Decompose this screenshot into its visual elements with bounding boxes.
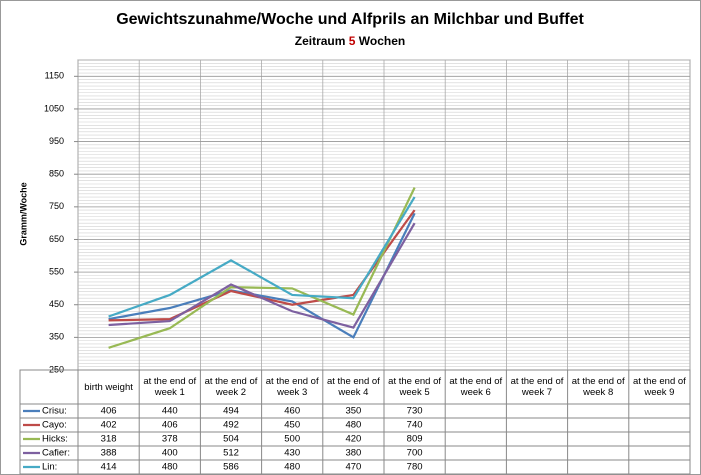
y-tick-label: 850 (49, 169, 64, 179)
x-tick-label: birth weight (84, 381, 133, 393)
series-line (108, 196, 416, 318)
table-value: 378 (162, 434, 178, 445)
table-value: 586 (223, 462, 239, 473)
table-value: 414 (101, 462, 117, 473)
table-value: 700 (407, 448, 423, 459)
table-value: 460 (284, 406, 300, 417)
x-tick-label: at the end of week 2 (204, 376, 258, 398)
y-tick-label: 750 (49, 201, 64, 211)
table-value: 388 (101, 448, 117, 459)
y-tick-label: 450 (49, 299, 64, 309)
table-value: 430 (284, 448, 300, 459)
legend-label: Hicks: (42, 434, 68, 445)
y-tick-label: 1050 (44, 103, 64, 113)
table-header-cell: birth weight (84, 381, 133, 393)
subtitle-number: 5 (349, 34, 356, 48)
x-tick-label: at the end of week 7 (510, 376, 564, 398)
table-header-cell: at the end of week 1 (143, 376, 197, 398)
table-value: 809 (407, 434, 423, 445)
table-header-cell: at the end of week 7 (510, 376, 564, 398)
legend-label: Cayo: (42, 420, 67, 431)
x-tick-label: at the end of week 3 (265, 376, 319, 398)
table-value: 730 (407, 406, 423, 417)
table-header-cell: at the end of week 4 (326, 376, 380, 398)
table-value: 350 (345, 406, 361, 417)
table-header-cell: at the end of week 2 (204, 376, 258, 398)
table-value: 402 (101, 420, 117, 431)
series-line (108, 212, 416, 339)
x-tick-label: at the end of week 8 (571, 376, 625, 398)
table-value: 400 (162, 448, 178, 459)
chart-subtitle: Zeitraum 5 Wochen (295, 34, 406, 48)
table-value: 492 (223, 420, 239, 431)
series-line (108, 222, 416, 329)
subtitle-suffix: Wochen (359, 34, 405, 48)
table-value: 318 (101, 434, 117, 445)
x-tick-label: at the end of week 6 (449, 376, 503, 398)
table-value: 450 (284, 420, 300, 431)
y-tick-label: 550 (49, 266, 64, 276)
y-tick-label: 1150 (45, 71, 64, 81)
table-value: 480 (345, 420, 361, 431)
legend-label: Lin: (42, 462, 57, 473)
table-value: 480 (162, 462, 178, 473)
table-value: 500 (284, 434, 300, 445)
table-value: 740 (407, 420, 423, 431)
chart-title: Gewichtszunahme/Woche und Alfprils an Mi… (116, 11, 584, 28)
x-tick-label: at the end of week 1 (143, 376, 197, 398)
table-value: 780 (407, 462, 423, 473)
table-value: 512 (223, 448, 239, 459)
table-value: 494 (223, 406, 239, 417)
legend-label: Cafier: (42, 448, 70, 459)
table-header-cell: at the end of week 3 (265, 376, 319, 398)
table-header-cell: at the end of week 5 (388, 376, 441, 398)
table-value: 440 (162, 406, 178, 417)
subtitle-prefix: Zeitraum (295, 34, 346, 48)
table-value: 504 (223, 434, 239, 445)
series-line (108, 187, 416, 349)
table-header-cell: at the end of week 9 (632, 376, 686, 398)
x-tick-label: at the end of week 4 (326, 376, 380, 398)
table-value: 406 (101, 406, 117, 417)
x-tick-label: at the end of week 9 (632, 376, 686, 398)
y-tick-label: 350 (49, 332, 64, 342)
y-tick-label: 250 (49, 364, 64, 374)
x-tick-label: at the end of week 5 (388, 376, 441, 398)
table-header-cell: at the end of week 8 (571, 376, 625, 398)
table-value: 420 (345, 434, 361, 445)
y-tick-label: 950 (49, 136, 64, 146)
table-value: 406 (162, 420, 178, 431)
legend-label: Crisu: (42, 406, 67, 417)
y-axis-label: Gramm/Woche (18, 182, 28, 245)
table-header-cell: at the end of week 6 (449, 376, 503, 398)
table-value: 480 (284, 462, 300, 473)
y-tick-label: 650 (49, 234, 64, 244)
table-value: 470 (345, 462, 361, 473)
table-value: 380 (345, 448, 361, 459)
